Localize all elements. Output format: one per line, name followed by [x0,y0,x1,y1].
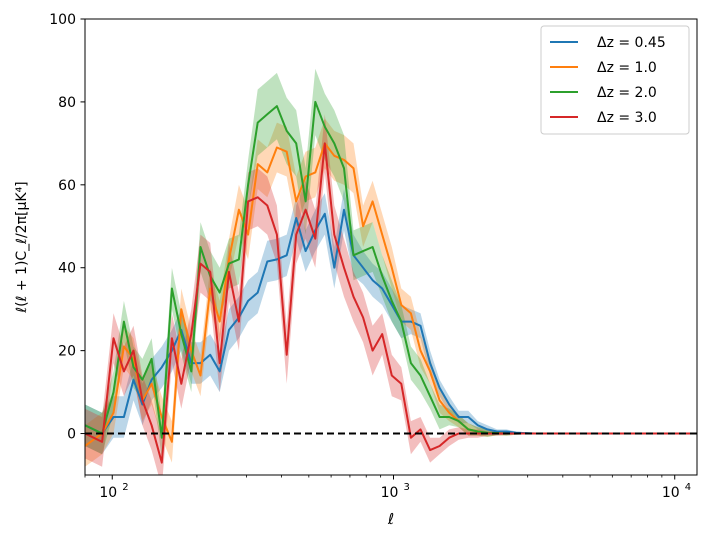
band-series-3 [85,68,697,459]
legend-label-3: Δz = 2.0 [597,85,657,101]
plot-frame [84,18,698,476]
band-series-2 [85,118,697,467]
y-tick-label: 80 [58,95,76,111]
y-tick-label: 0 [67,427,76,443]
x-axis: 10 2 10 3 10 4 [84,475,691,501]
x-axis-label: ℓ [387,510,394,528]
legend-label-4: Δz = 3.0 [597,110,657,126]
confidence-bands [85,68,697,475]
y-tick-label: 20 [58,344,76,360]
legend-label-2: Δz = 1.0 [597,60,657,76]
y-axis: 0 20 40 60 80 100 [49,12,85,443]
x-tick-label: 10 [99,485,117,501]
x-tick-exponent: 4 [685,482,691,493]
x-tick-exponent: 3 [403,482,409,493]
y-tick-label: 100 [49,12,76,28]
x-tick-exponent: 2 [122,482,128,493]
legend: Δz = 0.45 Δz = 1.0 Δz = 2.0 Δz = 3.0 [540,25,690,135]
y-tick-label: 40 [58,261,76,277]
y-axis-label: ℓ(ℓ + 1)C_ℓ/2π[μK⁴] [14,181,30,313]
legend-label-1: Δz = 0.45 [597,35,666,51]
y-tick-label: 60 [58,178,76,194]
legend-box [540,25,690,135]
band-series-4 [85,114,697,475]
x-tick-label: 10 [381,485,399,501]
x-tick-label: 10 [662,485,680,501]
